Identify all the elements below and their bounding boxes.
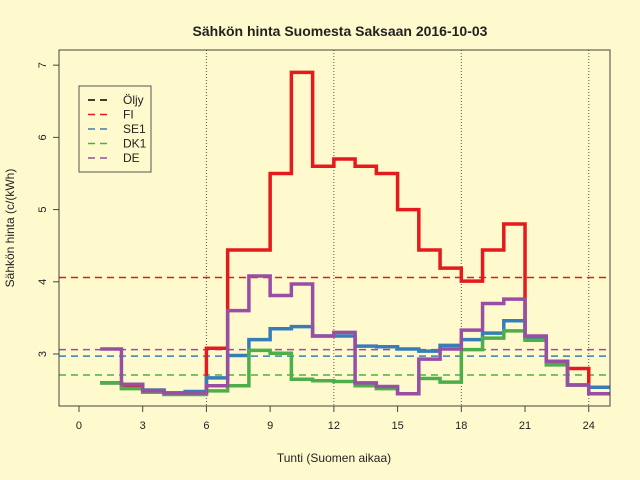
series-line-de: [100, 274, 610, 396]
legend-label-se1: SE1: [123, 122, 146, 136]
legend-label-fi: FI: [123, 108, 134, 122]
legend-label-de: DE: [123, 151, 140, 165]
y-axis-label: Sähkön hinta (c/(kWh): [3, 169, 17, 288]
plot-frame: [58, 49, 611, 407]
x-tick-label: 0: [76, 420, 82, 432]
y-tick-label: 7: [37, 62, 49, 68]
y-tick-label: 4: [37, 279, 49, 285]
chart-title: Sähkön hinta Suomesta Saksaan 2016-10-03: [193, 23, 488, 39]
x-axis-label: Tunti (Suomen aikaa): [277, 451, 391, 465]
x-tick-label: 3: [140, 420, 146, 432]
x-tick-label: 12: [328, 420, 340, 432]
y-tick-label: 6: [37, 134, 49, 140]
legend-label-öljy: Öljy: [123, 93, 144, 107]
x-tick-label: 15: [391, 420, 403, 432]
y-tick-label: 3: [37, 351, 49, 357]
x-tick-label: 9: [267, 420, 273, 432]
x-tick-label: 18: [455, 420, 467, 432]
x-tick-label: 24: [583, 420, 595, 432]
y-tick-label: 5: [37, 207, 49, 213]
legend-label-dk1: DK1: [123, 137, 147, 151]
x-tick-label: 21: [519, 420, 531, 432]
x-tick-label: 6: [203, 420, 209, 432]
